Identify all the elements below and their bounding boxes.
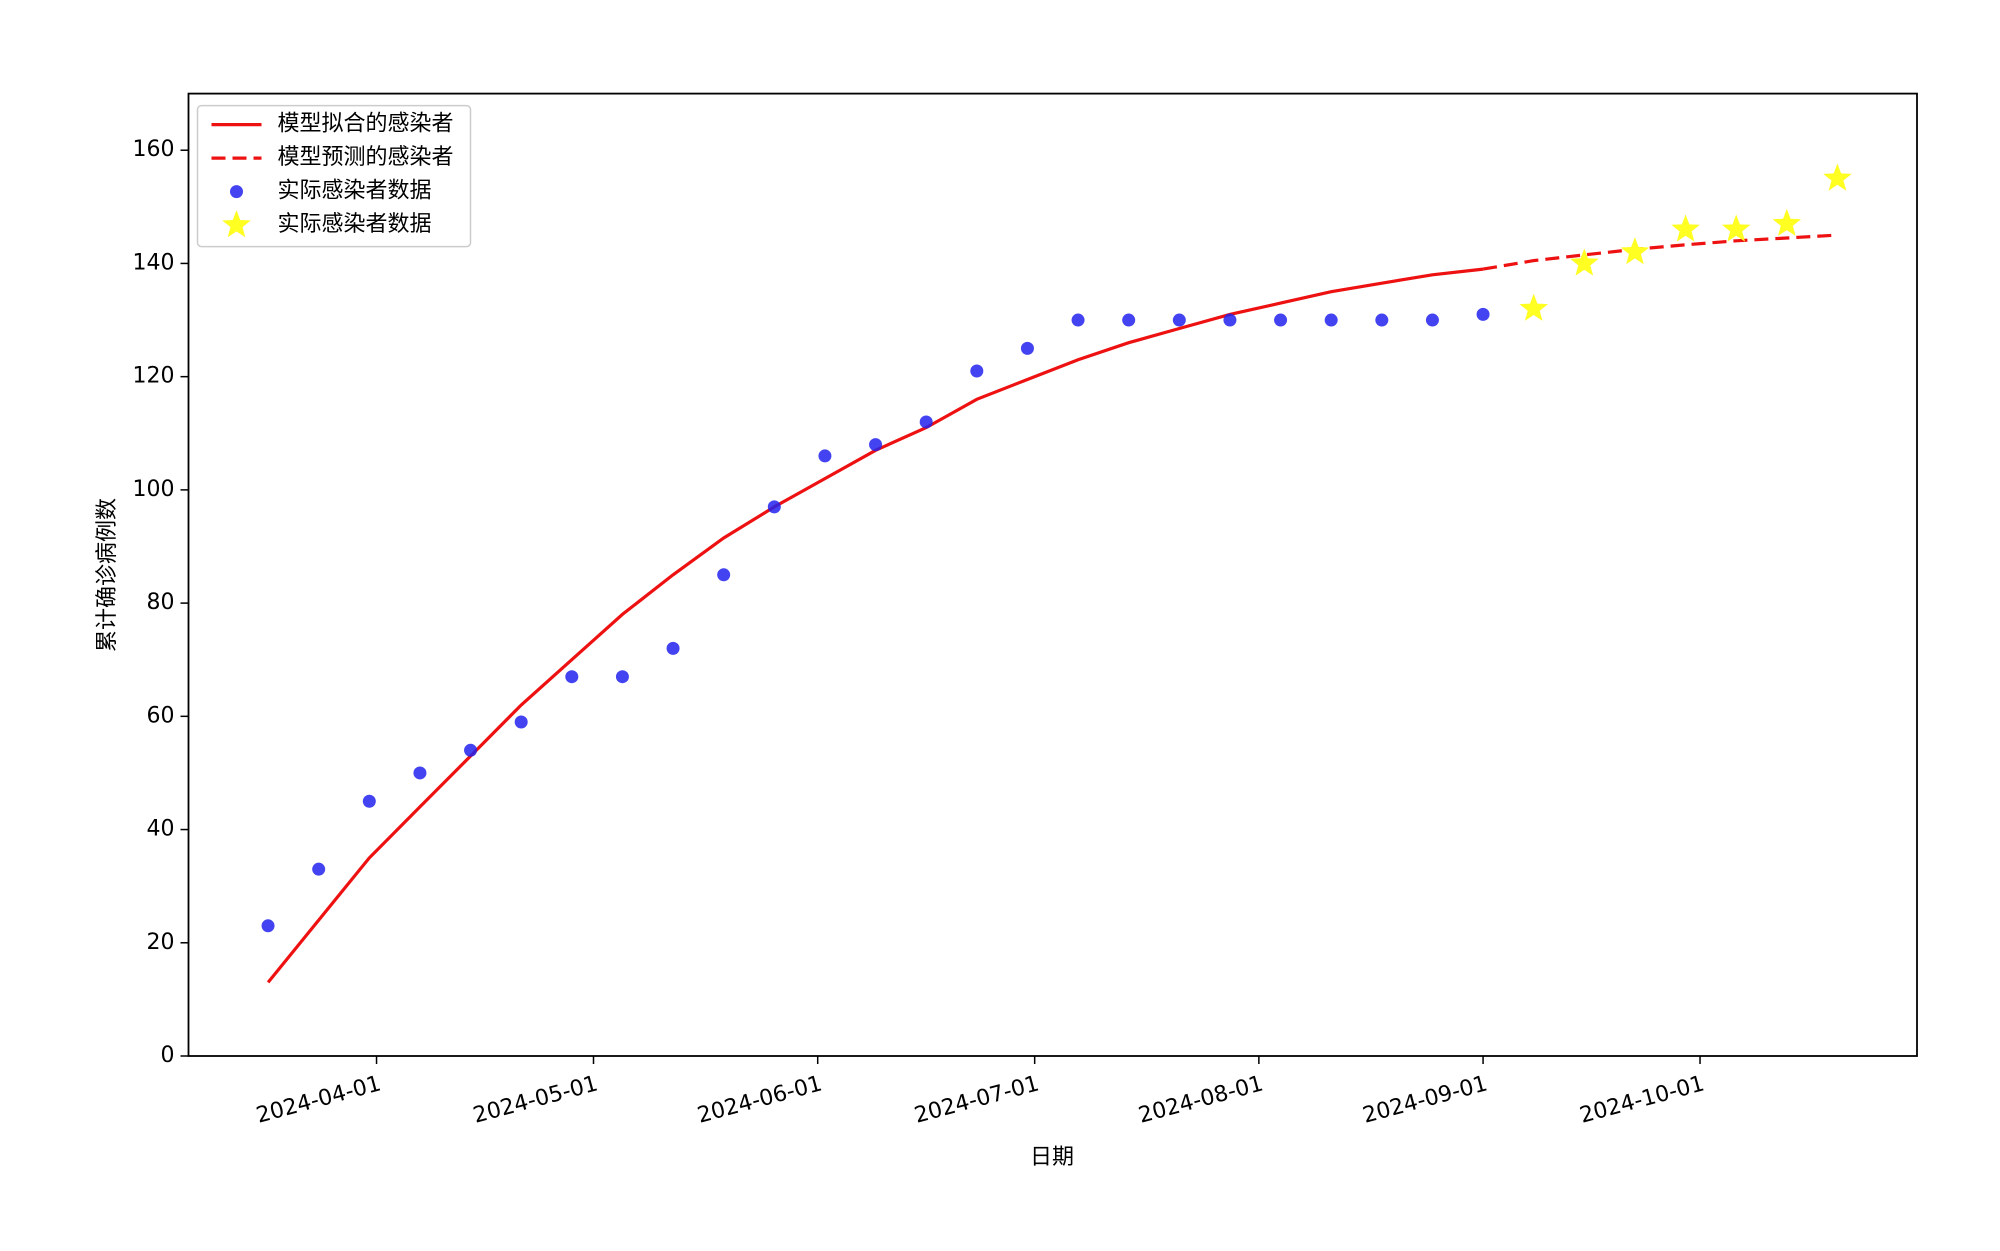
data-point bbox=[1223, 313, 1237, 327]
y-tick-label: 0 bbox=[161, 1043, 175, 1068]
data-point bbox=[464, 743, 478, 757]
data-point bbox=[1122, 313, 1136, 327]
data-point bbox=[970, 364, 984, 378]
data-point bbox=[666, 641, 680, 655]
x-tick-label: 2024-05-01 bbox=[471, 1071, 601, 1128]
model-line bbox=[266, 267, 1484, 984]
legend-label: 实际感染者数据 bbox=[278, 212, 432, 237]
x-tick-label: 2024-04-01 bbox=[254, 1071, 384, 1128]
data-point bbox=[514, 715, 528, 729]
x-tick-label: 2024-06-01 bbox=[695, 1071, 825, 1128]
y-axis-label: 累计确诊病例数 bbox=[95, 498, 120, 652]
data-point bbox=[919, 415, 933, 429]
data-point bbox=[869, 438, 883, 452]
data-point bbox=[565, 670, 579, 684]
data-point bbox=[1172, 313, 1186, 327]
legend-label: 模型预测的感染者 bbox=[278, 145, 454, 170]
star-point bbox=[1823, 163, 1852, 191]
data-point bbox=[261, 919, 275, 933]
star-point bbox=[1721, 214, 1751, 242]
star-point bbox=[1772, 208, 1802, 236]
data-point bbox=[615, 670, 629, 684]
x-tick-label: 2024-08-01 bbox=[1136, 1071, 1266, 1128]
legend-label: 实际感染者数据 bbox=[278, 179, 432, 204]
y-tick-label: 100 bbox=[133, 477, 175, 502]
star-point bbox=[1671, 214, 1700, 242]
data-point bbox=[413, 766, 427, 780]
y-tick-label: 80 bbox=[147, 590, 175, 615]
legend-box bbox=[196, 104, 472, 248]
legend-swatch bbox=[222, 210, 251, 238]
data-point bbox=[1071, 313, 1085, 327]
data-point bbox=[1020, 341, 1034, 355]
data-point bbox=[818, 449, 832, 463]
y-tick-label: 60 bbox=[147, 703, 175, 728]
data-point bbox=[717, 568, 731, 582]
y-tick-label: 140 bbox=[133, 250, 175, 275]
plot-frame bbox=[187, 92, 1918, 1057]
data-point bbox=[362, 794, 376, 808]
y-tick-label: 40 bbox=[147, 817, 175, 842]
y-tick-label: 120 bbox=[133, 364, 175, 389]
star-point bbox=[1519, 293, 1548, 321]
legend-swatch bbox=[230, 185, 243, 199]
y-tick-label: 20 bbox=[147, 930, 175, 955]
data-point bbox=[1324, 313, 1338, 327]
data-point bbox=[1274, 313, 1288, 327]
data-point bbox=[1425, 313, 1439, 327]
x-tick-label: 2024-09-01 bbox=[1360, 1071, 1490, 1128]
star-point bbox=[1620, 237, 1650, 265]
x-tick-label: 2024-07-01 bbox=[912, 1071, 1042, 1128]
data-point bbox=[312, 862, 326, 876]
star-point bbox=[1570, 248, 1599, 276]
x-axis-label: 日期 bbox=[1030, 1145, 1074, 1170]
legend-label: 模型拟合的感染者 bbox=[278, 112, 454, 137]
y-tick-label: 160 bbox=[133, 137, 175, 162]
data-point bbox=[1375, 313, 1389, 327]
data-point bbox=[1476, 307, 1490, 321]
data-point bbox=[767, 500, 781, 514]
x-tick-label: 2024-10-01 bbox=[1577, 1071, 1707, 1128]
model-line bbox=[1482, 233, 1838, 271]
